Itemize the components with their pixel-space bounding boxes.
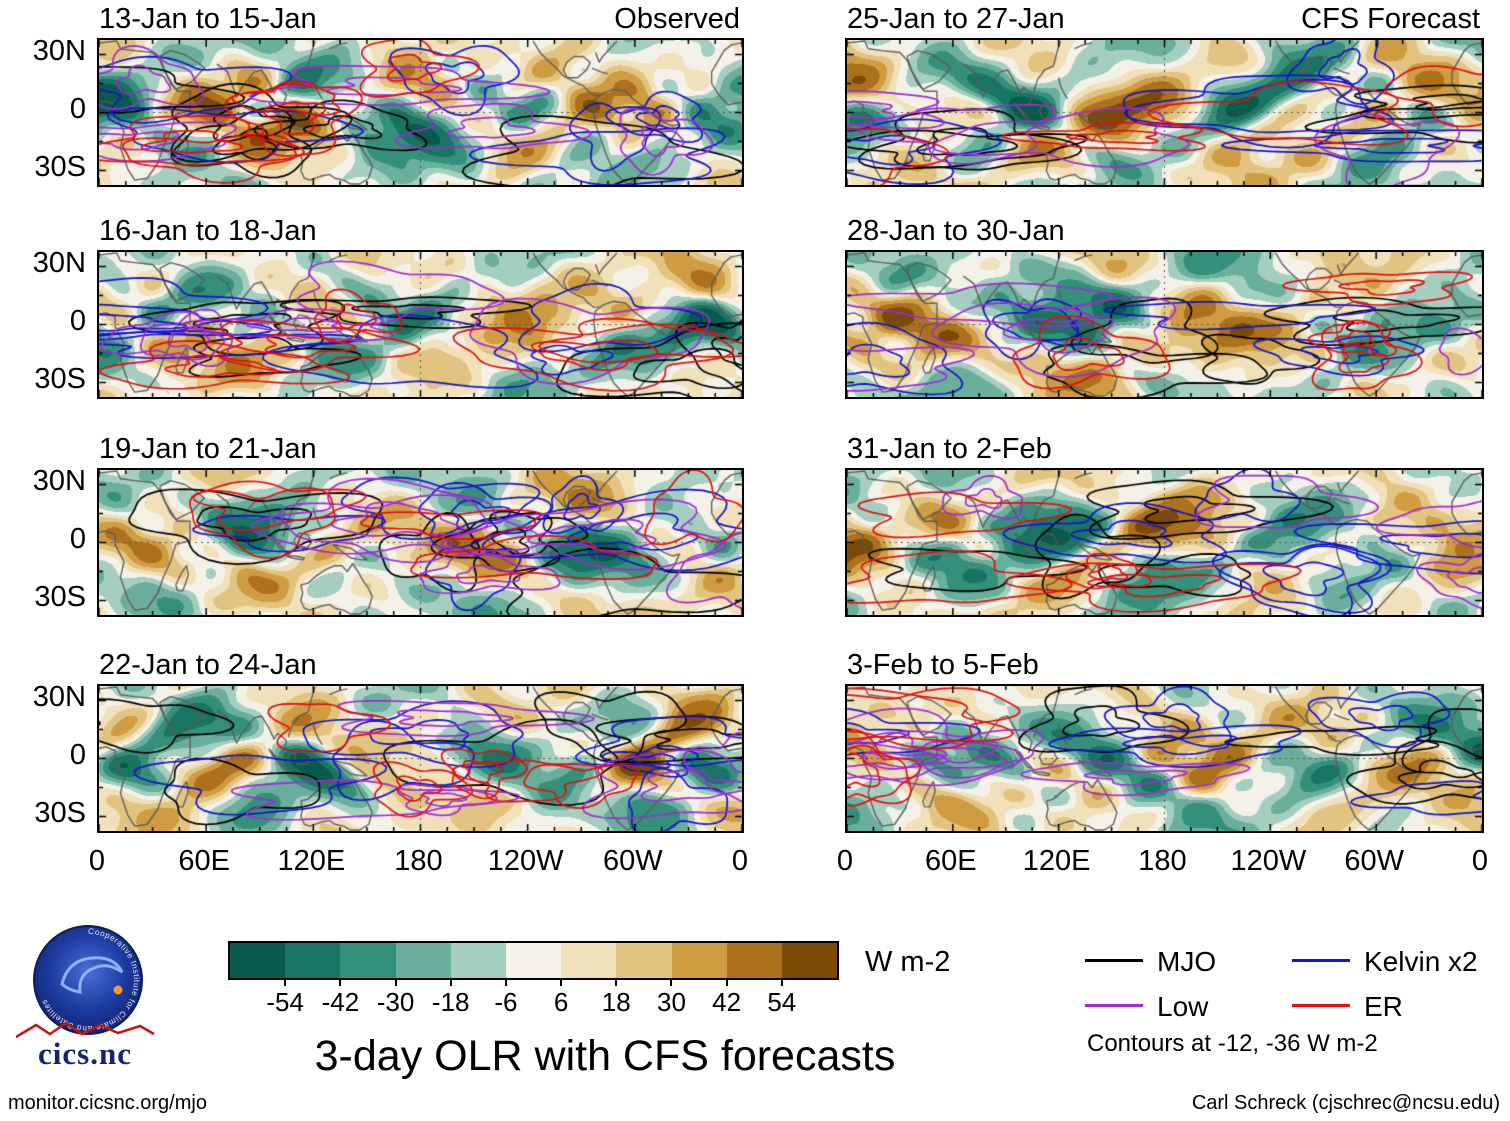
panel-title: 3-Feb to 5-Feb xyxy=(847,649,1039,681)
lon-tick-label: 120W xyxy=(487,845,564,877)
footer-url: monitor.cicsnc.org/mjo xyxy=(8,1092,207,1114)
colorbar-tick xyxy=(504,980,507,986)
lat-tick-label: 0 xyxy=(69,738,86,771)
lon-tick-label: 0 xyxy=(1471,845,1489,877)
lat-tick-label: 30S xyxy=(34,580,86,613)
lat-tick-label: 0 xyxy=(69,304,86,337)
colorbar-tick-label: -54 xyxy=(266,987,304,1017)
lat-tick-label: 30N xyxy=(32,34,86,67)
panel-corner-label: CFS Forecast xyxy=(1301,3,1480,35)
legend-line-low xyxy=(1085,1004,1143,1007)
colorbar-tick xyxy=(560,980,563,986)
lat-tick-label: 0 xyxy=(69,92,86,125)
legend-line-mjo xyxy=(1085,959,1143,962)
lon-tick-label: 120W xyxy=(1230,845,1307,877)
legend-label: Kelvin x2 xyxy=(1364,946,1478,977)
olr-map-canvas xyxy=(845,684,1484,833)
legend-line-kelvin-x2 xyxy=(1292,959,1350,962)
colorbar-tick xyxy=(780,980,783,986)
cicsnc-logo-globe: Cooperative Institute for Climate and Sa… xyxy=(33,925,143,1035)
logo-wordmark: cics.nc xyxy=(38,1036,132,1071)
logo-swirl-icon xyxy=(60,956,124,994)
colorbar-tick-label: -6 xyxy=(494,987,518,1017)
lat-tick-label: 30S xyxy=(34,796,86,829)
legend-label: ER xyxy=(1364,991,1403,1022)
colorbar-segment xyxy=(616,943,672,978)
panel-title: 22-Jan to 24-Jan xyxy=(99,649,317,681)
colorbar-segment xyxy=(395,943,451,978)
lat-tick-label: 30N xyxy=(32,680,86,713)
legend-contour-note: Contours at -12, -36 W m-2 xyxy=(1087,1030,1378,1057)
colorbar-tick xyxy=(670,980,673,986)
lat-tick-label: 30N xyxy=(32,464,86,497)
lon-tick-label: 120E xyxy=(1022,845,1091,877)
olr-map-canvas xyxy=(97,250,744,399)
logo-sun-icon xyxy=(113,985,123,995)
legend-label: MJO xyxy=(1157,946,1217,977)
lat-tick-label: 30S xyxy=(34,362,86,395)
logo-mountain-icon xyxy=(16,1021,155,1039)
colorbar-tick xyxy=(339,980,342,986)
colorbar-segment xyxy=(340,943,396,978)
footer-credit: Carl Schreck (cjschrec@ncsu.edu) xyxy=(1191,1092,1500,1114)
colorbar-segment xyxy=(561,943,617,978)
colorbar-tick-label: -18 xyxy=(431,987,470,1017)
colorbar-tick-label: 54 xyxy=(767,987,797,1017)
panel-title: 13-Jan to 15-Jan xyxy=(99,3,317,35)
colorbar-segment xyxy=(671,943,727,978)
colorbar-tick xyxy=(394,980,397,986)
legend-line-er xyxy=(1292,1004,1350,1007)
lon-tick-label: 120E xyxy=(277,845,346,877)
cicsnc-logo: Cooperative Institute for Climate and Sa… xyxy=(10,924,162,1076)
colorbar-tick-label: 42 xyxy=(712,987,742,1017)
figure-title: 3-day OLR with CFS forecasts xyxy=(314,1032,896,1080)
colorbar-tick-label: 18 xyxy=(601,987,631,1017)
lon-tick-label: 60W xyxy=(603,845,663,877)
colorbar-units-label: W m-2 xyxy=(865,946,951,978)
colorbar-segment xyxy=(505,943,562,978)
olr-map-canvas xyxy=(845,250,1484,399)
panel-title: 25-Jan to 27-Jan xyxy=(847,3,1065,35)
colorbar-segment xyxy=(230,943,286,978)
colorbar-segment xyxy=(450,943,506,978)
panel-title: 19-Jan to 21-Jan xyxy=(99,433,317,465)
colorbar-tick xyxy=(615,980,618,986)
lon-tick-label: 180 xyxy=(394,845,443,877)
panel-title: 28-Jan to 30-Jan xyxy=(847,215,1065,247)
colorbar-segment xyxy=(285,943,341,978)
panel-title: 16-Jan to 18-Jan xyxy=(99,215,317,247)
olr-map-canvas xyxy=(845,38,1484,187)
lon-tick-label: 0 xyxy=(836,845,854,877)
colorbar-tick-label: -30 xyxy=(376,987,415,1017)
lon-tick-label: 60E xyxy=(178,845,230,877)
colorbar-segment xyxy=(781,943,838,978)
colorbar-tick-label: -42 xyxy=(321,987,360,1017)
olr-map-canvas xyxy=(97,684,744,833)
olr-map-canvas xyxy=(845,468,1484,617)
colorbar-tick xyxy=(284,980,287,986)
olr-map-canvas xyxy=(97,468,744,617)
lon-tick-label: 0 xyxy=(88,845,106,877)
lat-tick-label: 30S xyxy=(34,150,86,183)
panel-title: 31-Jan to 2-Feb xyxy=(847,433,1052,465)
colorbar xyxy=(228,941,839,980)
lon-tick-label: 60E xyxy=(925,845,977,877)
colorbar-tick-label: 6 xyxy=(553,987,569,1017)
lat-tick-label: 0 xyxy=(69,522,86,555)
olr-map-canvas xyxy=(97,38,744,187)
lon-tick-label: 60W xyxy=(1344,845,1404,877)
colorbar-tick xyxy=(725,980,728,986)
colorbar-tick xyxy=(449,980,452,986)
legend-label: Low xyxy=(1157,991,1209,1022)
lon-tick-label: 0 xyxy=(731,845,749,877)
colorbar-segment xyxy=(726,943,782,978)
lat-tick-label: 30N xyxy=(32,246,86,279)
panel-corner-label: Observed xyxy=(614,3,740,35)
lon-tick-label: 180 xyxy=(1138,845,1187,877)
colorbar-tick-label: 30 xyxy=(656,987,686,1017)
